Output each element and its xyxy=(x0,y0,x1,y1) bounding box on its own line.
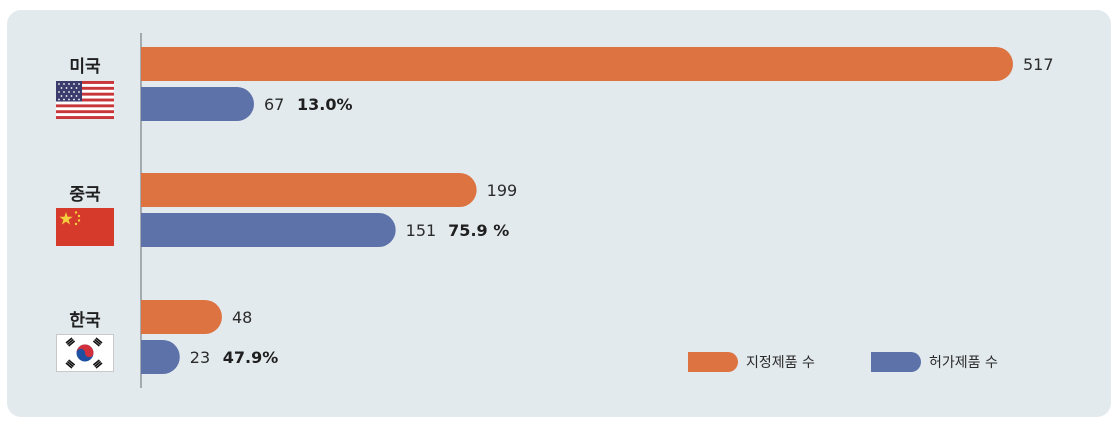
legend-label-approved: 허가제품 수 xyxy=(929,355,998,371)
value-label-usa-approved: 67 xyxy=(264,95,284,114)
value-label-usa-designated: 517 xyxy=(1023,55,1054,74)
legend-item-approved: 허가제품 수 xyxy=(871,352,998,372)
legend-swatch-approved xyxy=(871,352,921,372)
legend-item-designated: 지정제품 수 xyxy=(688,352,815,372)
bar-china-approved xyxy=(141,213,396,247)
bar-china-designated xyxy=(141,173,477,207)
bar-usa-designated xyxy=(141,47,1013,81)
value-label-korea-designated: 48 xyxy=(232,308,252,327)
country-label-china: 중국 xyxy=(69,185,101,205)
us-flag-icon xyxy=(56,81,114,119)
china-flag-icon xyxy=(56,208,114,246)
country-label-korea: 한국 xyxy=(69,311,101,331)
value-label-china-approved: 151 xyxy=(406,221,437,240)
ratio-label-korea: 47.9% xyxy=(223,348,279,367)
value-label-korea-approved: 23 xyxy=(190,348,210,367)
value-label-china-designated: 199 xyxy=(487,181,518,200)
legend-label-designated: 지정제품 수 xyxy=(746,355,815,371)
korea-flag-icon xyxy=(56,334,114,372)
legend-swatch-designated xyxy=(688,352,738,372)
bar-usa-approved xyxy=(141,87,255,121)
ratio-label-usa: 13.0% xyxy=(297,95,353,114)
ratio-label-china: 75.9 % xyxy=(448,221,509,240)
country-label-usa: 미국 xyxy=(69,57,101,77)
bar-korea-designated xyxy=(141,300,222,334)
bar-korea-approved xyxy=(141,340,180,374)
